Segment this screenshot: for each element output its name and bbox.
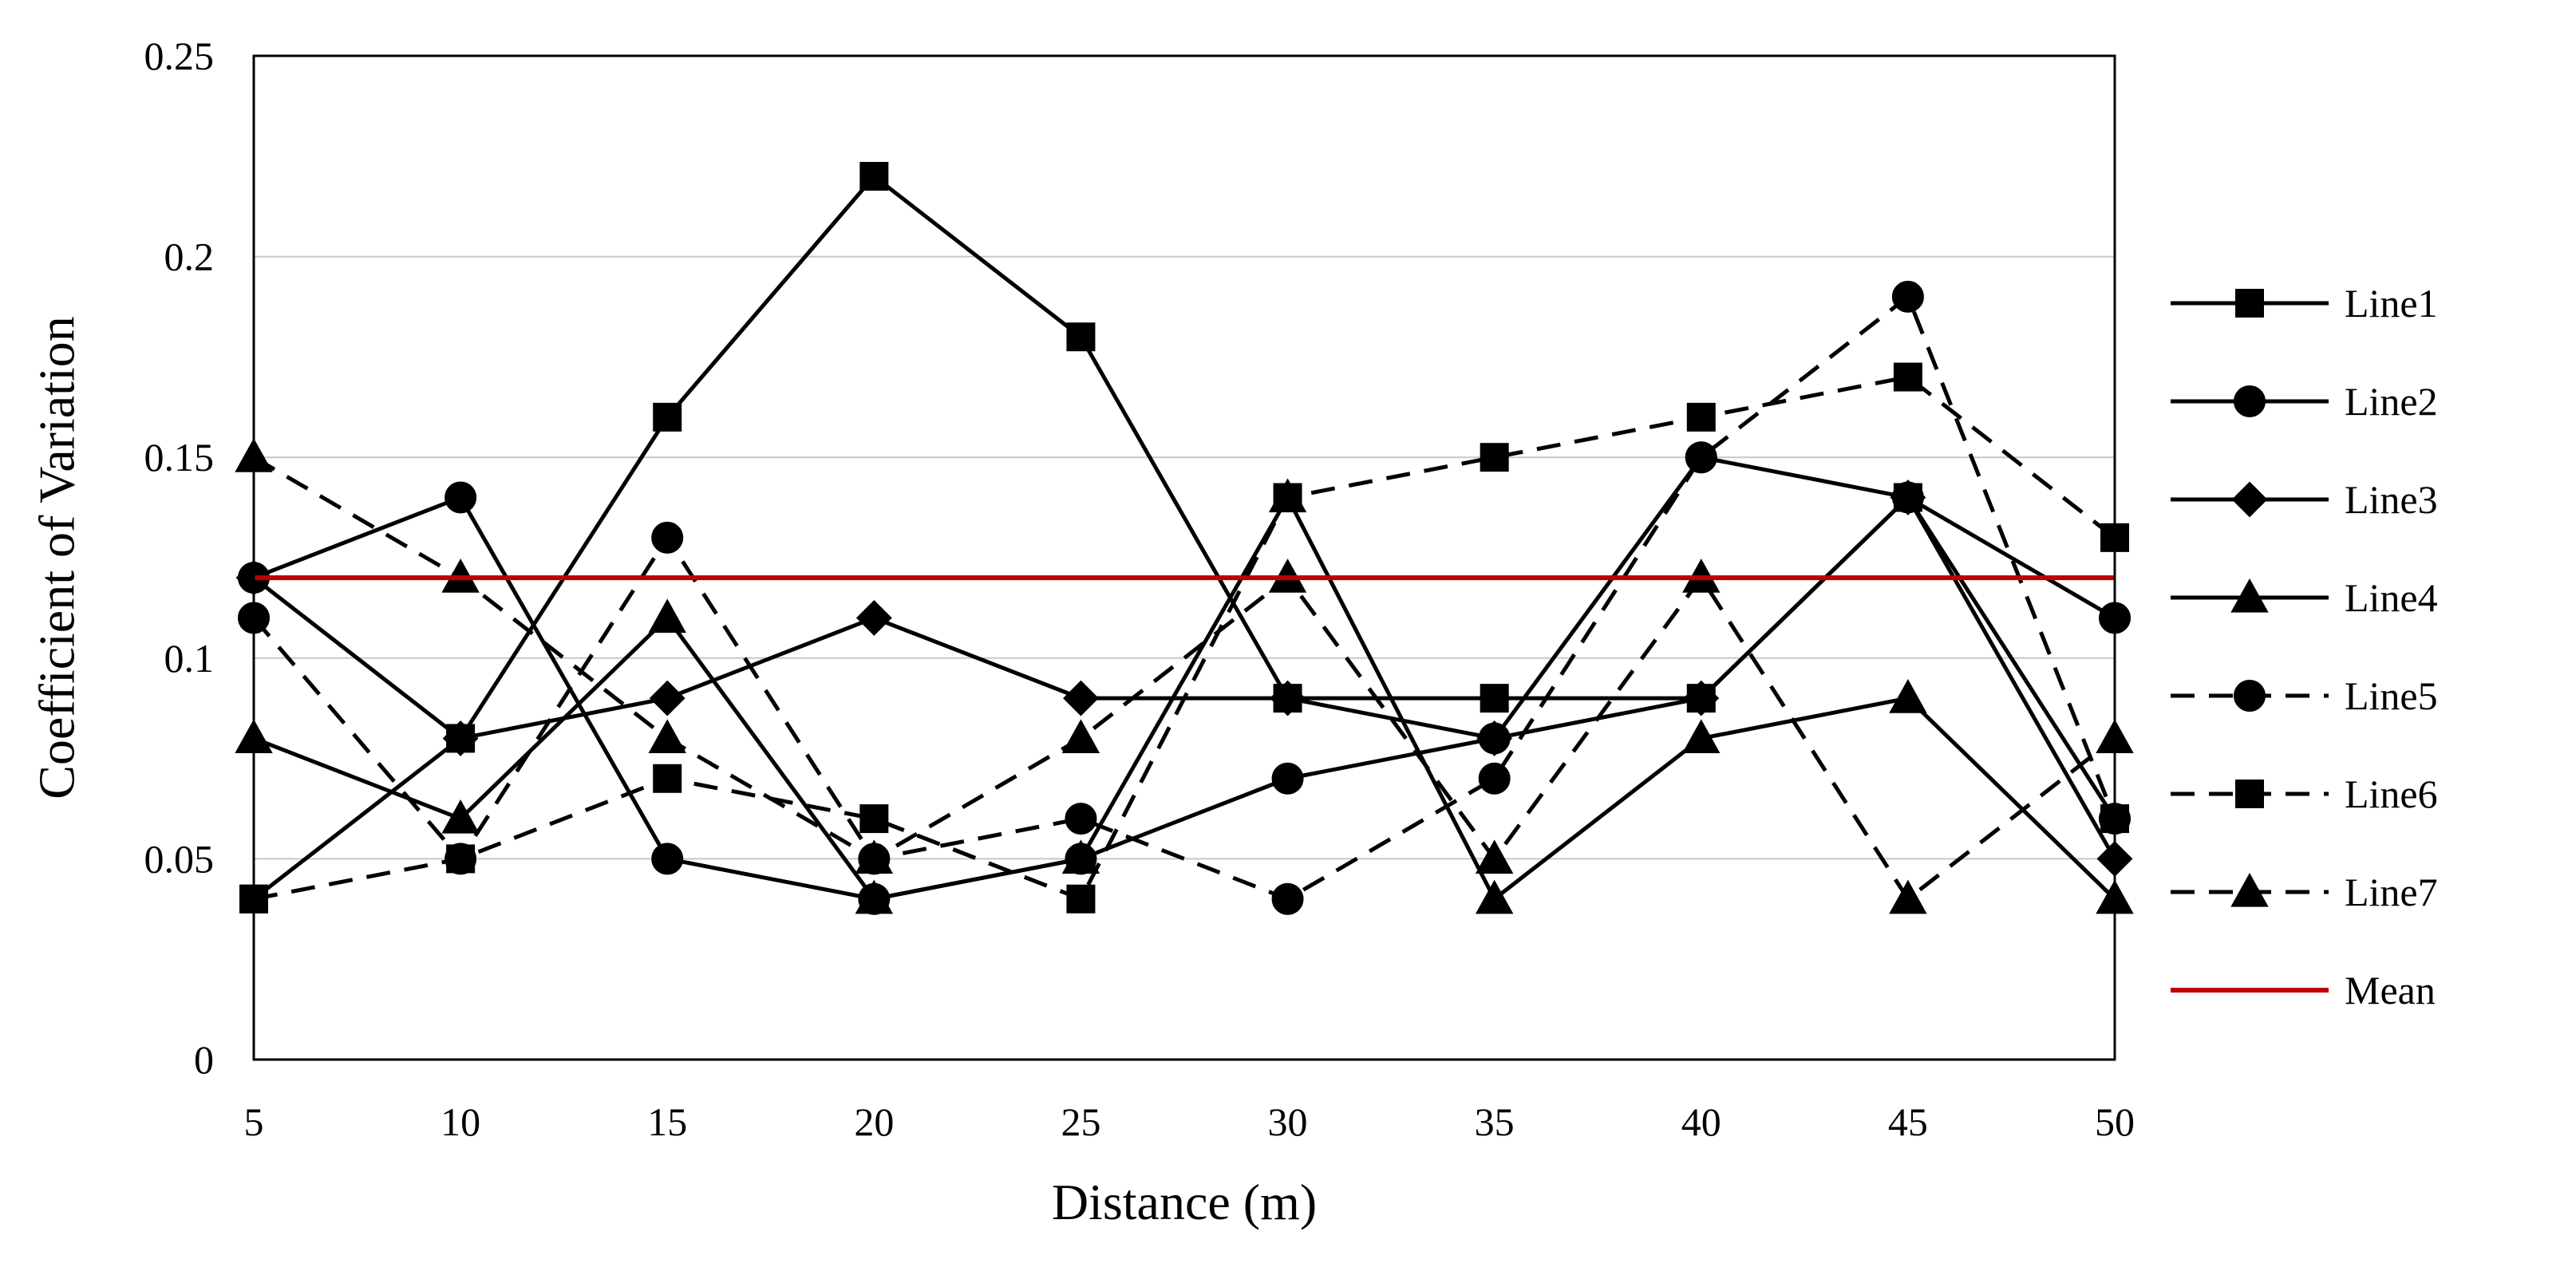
legend: Line1 Line2 Line3 Line4 Line5 Line6 Line7 Mean <box>2171 281 2438 1012</box>
x-axis-ticks: 5 10 15 20 25 30 35 40 45 50 <box>244 1099 2135 1144</box>
legend-item-line3: Line3 <box>2171 477 2438 522</box>
legend-marker-line2 <box>2234 385 2266 417</box>
legend-marker-line4 <box>2230 578 2269 613</box>
data-point-line6 <box>1273 483 1302 512</box>
legend-label: Line3 <box>2345 477 2438 522</box>
data-point-line3 <box>855 600 892 636</box>
data-point-line6 <box>1480 443 1509 472</box>
data-point-line6 <box>446 844 476 874</box>
data-point-line6 <box>1066 884 1096 914</box>
x-tick-label: 20 <box>854 1099 894 1144</box>
x-tick-label: 45 <box>1888 1099 1928 1144</box>
legend-label: Mean <box>2345 968 2436 1012</box>
x-tick-label: 30 <box>1268 1099 1308 1144</box>
data-point-line5 <box>1065 803 1097 835</box>
x-tick-label: 25 <box>1061 1099 1100 1144</box>
data-point-line7 <box>855 839 894 874</box>
legend-marker-line6 <box>2235 780 2264 808</box>
data-point-line2 <box>651 843 684 875</box>
y-axis-ticks: 0 0.05 0.1 0.15 0.2 0.25 <box>144 34 215 1082</box>
series-line-line4 <box>253 495 2116 902</box>
legend-label: Line7 <box>2345 870 2438 914</box>
y-tick-label: 0 <box>194 1037 214 1082</box>
y-tick-label: 0.15 <box>144 435 215 480</box>
legend-label: Line6 <box>2345 772 2438 816</box>
legend-item-line2: Line2 <box>2171 379 2438 424</box>
y-tick-label: 0.1 <box>164 636 215 681</box>
legend-marker-line1 <box>2235 289 2264 318</box>
data-point-line2 <box>444 481 477 514</box>
series-line-line5 <box>252 294 2117 902</box>
data-point-line6 <box>653 764 682 793</box>
x-tick-label: 50 <box>2095 1099 2135 1144</box>
data-point-line3 <box>1270 680 1306 716</box>
legend-item-line6: Line6 <box>2171 772 2438 816</box>
data-point-line3 <box>442 720 479 756</box>
series-line-line7 <box>252 456 2116 902</box>
data-point-line3 <box>1683 680 1720 716</box>
legend-label: Line5 <box>2345 673 2438 718</box>
data-point-line4 <box>855 879 894 914</box>
data-point-line7 <box>1475 839 1514 874</box>
x-tick-label: 40 <box>1681 1099 1721 1144</box>
legend-marker-line7 <box>2230 872 2269 907</box>
data-point-line4 <box>1061 839 1100 874</box>
legend-label: Line1 <box>2345 281 2438 326</box>
plot-area-frame <box>252 54 2116 1061</box>
series-line-line2 <box>253 455 2116 902</box>
data-point-line4 <box>1682 719 1721 754</box>
data-point-line4 <box>1475 879 1514 914</box>
data-point-line3 <box>1476 720 1513 756</box>
series-line-line6 <box>253 375 2116 902</box>
data-point-line3 <box>1890 480 1926 515</box>
data-point-line5 <box>1685 441 1717 474</box>
legend-label: Line2 <box>2345 379 2438 424</box>
legend-marker-line5 <box>2234 680 2266 712</box>
y-tick-label: 0.25 <box>144 34 215 78</box>
legend-item-line4: Line4 <box>2171 575 2438 620</box>
legend-item-mean: Mean <box>2171 968 2436 1012</box>
y-tick-label: 0.05 <box>144 836 215 881</box>
data-point-line7 <box>648 719 686 754</box>
data-point-line4 <box>1889 679 1927 713</box>
x-axis-title: Distance (m) <box>1052 1174 1317 1230</box>
data-point-line1 <box>1480 684 1509 713</box>
legend-item-line5: Line5 <box>2171 673 2438 718</box>
data-point-line5 <box>1891 280 1924 313</box>
data-point-line5 <box>1271 882 1304 915</box>
x-tick-label: 35 <box>1475 1099 1515 1144</box>
legend-item-line1: Line1 <box>2171 281 2438 326</box>
data-point-line3 <box>649 680 685 716</box>
y-tick-label: 0.2 <box>164 235 215 279</box>
x-tick-label: 10 <box>441 1099 480 1144</box>
data-point-line4 <box>441 799 480 834</box>
gridlines <box>254 255 2115 860</box>
data-point-line1 <box>1066 322 1096 352</box>
data-point-line3 <box>1063 680 1099 716</box>
series-layer <box>235 161 2134 915</box>
data-point-line4 <box>648 598 686 634</box>
data-point-line5 <box>651 521 684 554</box>
data-point-line5 <box>1478 762 1511 795</box>
data-point-line6 <box>1686 402 1716 432</box>
data-point-line1 <box>653 402 682 432</box>
x-tick-label: 15 <box>647 1099 687 1144</box>
legend-marker-line3 <box>2231 481 2268 518</box>
legend-label: Line4 <box>2345 575 2438 620</box>
legend-item-line7: Line7 <box>2171 870 2438 914</box>
data-point-line6 <box>859 804 889 834</box>
x-tick-label: 5 <box>244 1099 264 1144</box>
data-point-line7 <box>1889 879 1927 914</box>
data-point-line7 <box>1061 719 1100 754</box>
y-axis-title: Coefficient of Variation <box>28 316 85 799</box>
data-point-line6 <box>1893 362 1922 392</box>
data-point-line2 <box>1271 762 1304 795</box>
data-point-line1 <box>859 161 889 191</box>
